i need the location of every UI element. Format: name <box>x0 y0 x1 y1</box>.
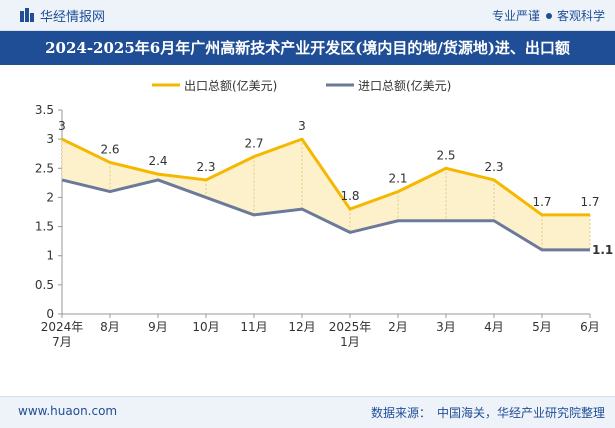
title-bar: 2024-2025年6月年广州高新技术产业开发区(境内目的地/货源地)进、出口额 <box>0 31 615 65</box>
y-tick-label: 2.5 <box>35 161 54 175</box>
site-name[interactable]: 华经情报网 <box>40 10 106 25</box>
x-tick-label: 12月 <box>288 320 315 334</box>
x-tick-label: 9月 <box>148 320 168 334</box>
data-label-export: 2.1 <box>388 172 407 186</box>
x-tick-label: 3月 <box>436 320 456 334</box>
tag-right: 客观科学 <box>556 9 605 23</box>
data-label-export: 1.7 <box>532 195 551 209</box>
data-label-export: 2.5 <box>436 148 455 162</box>
data-label-export: 3 <box>58 119 66 133</box>
data-source: 数据来源： 中国海关，华经产业研究院整理 <box>365 404 605 421</box>
x-tick-label: 5月 <box>532 320 552 334</box>
tag-left: 专业严谨 <box>491 9 540 23</box>
footer-bar: www.huaon.com 数据来源： 中国海关，华经产业研究院整理 <box>0 396 615 428</box>
x-tick-label: 2月 <box>388 320 408 334</box>
tagline: 专业严谨 客观科学 <box>492 7 605 24</box>
source-value: 中国海关，华经产业研究院整理 <box>436 406 605 420</box>
y-tick-label: 0 <box>46 307 54 321</box>
chart-title: 2024-2025年6月年广州高新技术产业开发区(境内目的地/货源地)进、出口额 <box>45 39 570 57</box>
top-bar: 华经情报网 专业严谨 客观科学 <box>0 0 615 31</box>
x-tick-label: 2025年 1月 <box>329 320 372 349</box>
x-tick-label: 8月 <box>100 320 120 334</box>
x-tick-label: 2024年 7月 <box>41 320 84 349</box>
series-line-export <box>61 137 590 217</box>
x-tick-label: 4月 <box>484 320 504 334</box>
series-line-import <box>61 178 590 252</box>
x-tick-label: 11月 <box>240 320 267 334</box>
source-label: 数据来源： <box>370 406 431 420</box>
x-tick-label: 6月 <box>580 320 600 334</box>
logo-icon <box>20 8 34 22</box>
y-tick-label: 0.5 <box>35 278 54 292</box>
line-chart: 出口总额(亿美元) 进口总额(亿美元) 0 0.5 1 1.5 2 2.5 3 3.5 2024年 7… <box>35 78 613 349</box>
data-label-export: 2.3 <box>484 160 503 174</box>
footer-url[interactable]: www.huaon.com <box>18 404 118 418</box>
y-tick-label: 1.5 <box>35 220 54 234</box>
y-tick-label: 2 <box>46 190 54 204</box>
data-label-export: 3 <box>298 119 306 133</box>
data-label-export: 1.7 <box>580 195 599 209</box>
x-tick-label: 10月 <box>192 320 219 334</box>
data-label-import: 1.1 <box>592 243 613 257</box>
data-label-export: 1.8 <box>340 189 359 203</box>
data-label-export: 2.7 <box>244 137 263 151</box>
data-label-export: 2.3 <box>196 160 215 174</box>
legend-label-export: 出口总额(亿美元) <box>184 78 277 93</box>
data-label-export: 2.6 <box>100 142 119 156</box>
y-tick-label: 3 <box>46 132 54 146</box>
y-tick-label: 3.5 <box>35 103 54 117</box>
y-tick-label: 1 <box>46 249 54 263</box>
data-label-export: 2.4 <box>148 154 167 168</box>
legend-label-import: 进口总额(亿美元) <box>358 78 451 93</box>
area-between-series <box>62 139 590 250</box>
dot-separator <box>545 13 552 19</box>
